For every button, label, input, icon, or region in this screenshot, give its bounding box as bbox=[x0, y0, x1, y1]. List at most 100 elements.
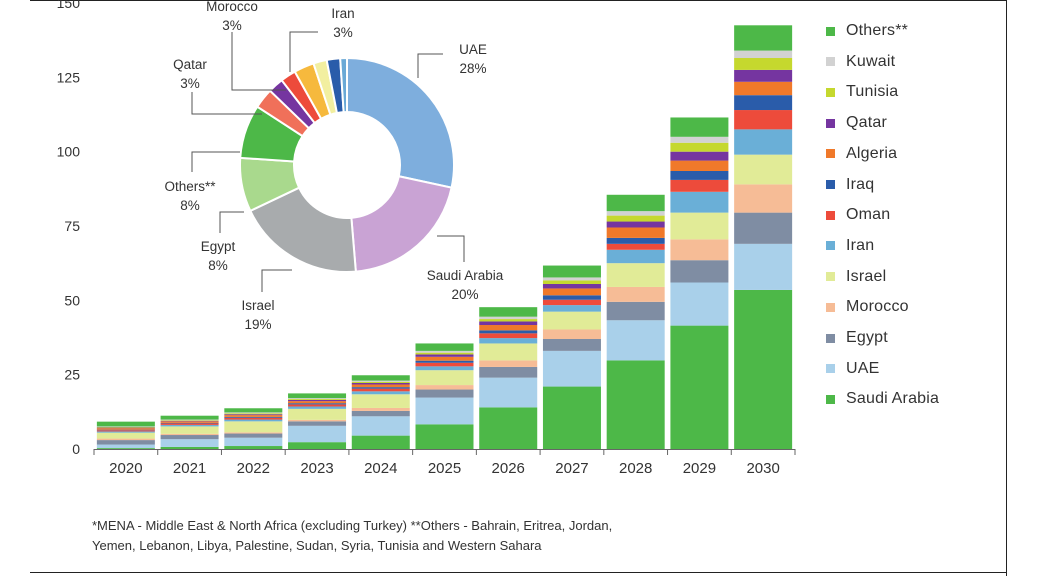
legend-label: Kuwait bbox=[846, 52, 896, 70]
bar-segment-qatar bbox=[224, 414, 283, 416]
bar-segment-israel bbox=[351, 394, 410, 408]
bar-segment-iran bbox=[479, 338, 538, 344]
legend-item: Morocco bbox=[826, 296, 909, 318]
donut-percent: 3% bbox=[180, 76, 200, 91]
callout-line bbox=[219, 211, 244, 233]
bar-segment-others bbox=[288, 393, 347, 399]
y-tick-label: 100 bbox=[57, 144, 81, 160]
bar-segment-saudi-arabia bbox=[351, 435, 410, 449]
donut-percent: 19% bbox=[244, 317, 271, 332]
bar-segment-oman bbox=[542, 299, 601, 306]
bar-segment-tunisia bbox=[734, 58, 793, 70]
bar-segment-iran bbox=[415, 366, 474, 371]
donut-label: Qatar bbox=[173, 57, 207, 72]
bar-segment-uae bbox=[288, 425, 347, 443]
bar-segment-kuwait bbox=[224, 412, 283, 414]
x-tick-label: 2027 bbox=[555, 460, 588, 477]
callout-line bbox=[191, 92, 262, 115]
callout-line bbox=[261, 269, 292, 292]
x-tick-label: 2020 bbox=[109, 460, 142, 477]
x-tick-label: 2025 bbox=[428, 460, 461, 477]
bar-segment-egypt bbox=[606, 301, 665, 321]
donut-label: Others** bbox=[164, 179, 216, 194]
bar-segment-egypt bbox=[542, 338, 601, 351]
bar-segment-iraq bbox=[351, 387, 410, 389]
bar-segment-qatar bbox=[415, 354, 474, 357]
legend-item: Tunisia bbox=[826, 81, 898, 103]
bar-segment-uae bbox=[542, 350, 601, 387]
callout-line bbox=[417, 53, 443, 78]
y-tick-label: 25 bbox=[64, 367, 80, 383]
bar-segment-iran bbox=[734, 129, 793, 155]
bar-segment-others bbox=[415, 343, 474, 351]
bar-segment-uae bbox=[734, 243, 793, 290]
bar-segment-others bbox=[606, 194, 665, 212]
bar-segment-algeria bbox=[351, 384, 410, 388]
legend-label: Others** bbox=[846, 22, 909, 39]
bar-segment-israel bbox=[479, 343, 538, 361]
donut-percent: 8% bbox=[180, 198, 200, 213]
donut-percent: 8% bbox=[208, 258, 228, 273]
bar-segment-kuwait bbox=[288, 398, 347, 400]
bar-segment-egypt bbox=[224, 433, 283, 438]
bar-segment-uae bbox=[479, 377, 538, 408]
bottom-frame-line bbox=[30, 572, 1007, 573]
y-tick-label: 75 bbox=[64, 218, 80, 234]
bar-segment-algeria bbox=[734, 81, 793, 96]
bar-segment-israel bbox=[734, 154, 793, 185]
legend-swatch bbox=[826, 241, 835, 251]
bar-segment-israel bbox=[542, 311, 601, 330]
bar-segment-algeria bbox=[606, 227, 665, 238]
bar-segment-iran bbox=[606, 249, 665, 264]
bar-segment-egypt bbox=[288, 421, 347, 426]
bar-segment-saudi-arabia bbox=[224, 446, 283, 449]
bar-segment-others bbox=[670, 117, 729, 137]
donut-label: Egypt bbox=[201, 239, 236, 254]
bar-segment-iraq bbox=[96, 429, 155, 431]
bar-segment-qatar bbox=[288, 399, 347, 402]
bar-segment-israel bbox=[606, 263, 665, 287]
bar-segment-others bbox=[351, 375, 410, 381]
donut-percent: 20% bbox=[451, 287, 478, 302]
bar-segment-uae bbox=[606, 320, 665, 361]
bar-segment-algeria bbox=[479, 325, 538, 331]
bar-segment-israel bbox=[224, 421, 283, 433]
bar-segment-oman bbox=[606, 243, 665, 250]
bar-segment-tunisia bbox=[606, 215, 665, 222]
bar-segment-oman bbox=[415, 362, 474, 367]
bar-segment-oman bbox=[224, 417, 283, 420]
x-tick-label: 2023 bbox=[300, 460, 333, 477]
bar-segment-tunisia bbox=[160, 420, 219, 421]
bar-segment-tunisia bbox=[96, 426, 155, 428]
bar-segment-saudi-arabia bbox=[288, 442, 347, 449]
bar-segment-saudi-arabia bbox=[606, 360, 665, 449]
legend-item: Iran bbox=[826, 235, 874, 257]
donut-slice-uae bbox=[346, 56, 455, 189]
bar-segment-oman bbox=[288, 404, 347, 407]
legend-swatch bbox=[826, 180, 835, 189]
legend-swatch bbox=[826, 57, 835, 67]
donut-percent: 3% bbox=[222, 18, 242, 33]
donut-percent: 3% bbox=[333, 25, 353, 40]
bar-segment-algeria bbox=[96, 428, 155, 430]
legend-label: Tunisia bbox=[846, 83, 899, 101]
donut-label: Iran bbox=[331, 6, 354, 21]
legend-label: Israel bbox=[846, 267, 887, 285]
bar-segment-saudi-arabia bbox=[415, 424, 474, 449]
bar-segment-iraq bbox=[288, 403, 347, 405]
bar-segment-iraq bbox=[606, 237, 665, 244]
x-tick-label: 2028 bbox=[619, 460, 652, 477]
bar-segment-qatar bbox=[351, 382, 410, 385]
bar-segment-kuwait bbox=[670, 136, 729, 143]
legend-swatch bbox=[826, 394, 835, 404]
bar-segment-iraq bbox=[734, 95, 793, 111]
legend-item: Qatar bbox=[826, 112, 887, 134]
legend-label: Egypt bbox=[846, 329, 888, 346]
bar-segment-iran bbox=[96, 431, 155, 433]
bar-segment-iran bbox=[542, 305, 601, 312]
legend-swatch bbox=[826, 118, 835, 128]
bar-segment-uae bbox=[224, 437, 283, 447]
bar-segment-iran bbox=[670, 191, 729, 213]
bar-segment-qatar bbox=[96, 427, 155, 429]
bar-segment-uae bbox=[670, 282, 729, 326]
